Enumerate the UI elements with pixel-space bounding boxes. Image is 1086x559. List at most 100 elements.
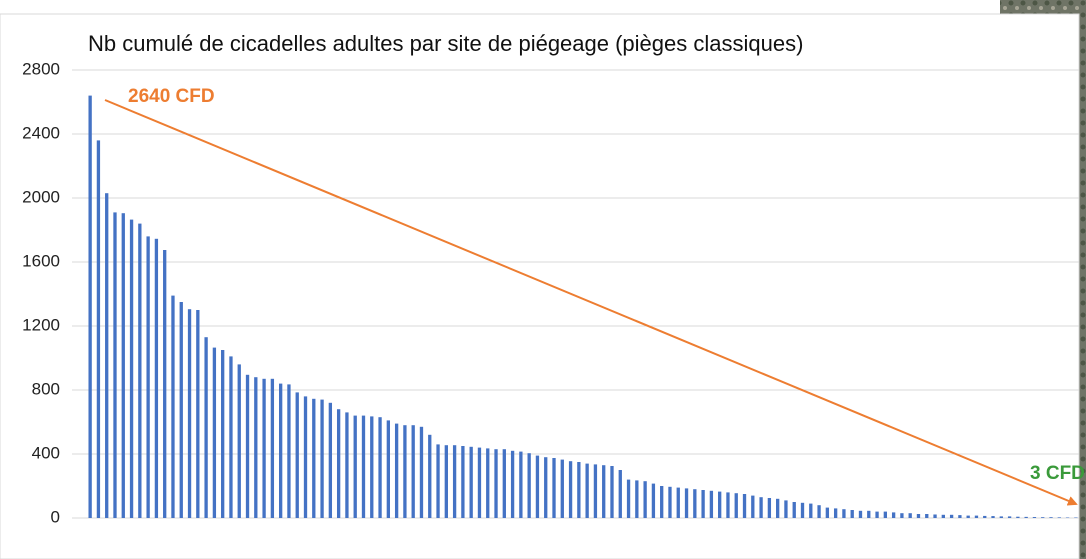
bar bbox=[1000, 516, 1003, 518]
bar bbox=[196, 310, 199, 518]
bar bbox=[304, 396, 307, 518]
bar bbox=[900, 513, 903, 518]
bar bbox=[337, 409, 340, 518]
bar bbox=[536, 456, 539, 518]
bar bbox=[627, 480, 630, 518]
bar bbox=[751, 496, 754, 518]
bar bbox=[635, 480, 638, 518]
bar bbox=[983, 516, 986, 518]
bar bbox=[122, 213, 125, 518]
bar bbox=[395, 424, 398, 518]
bar bbox=[146, 236, 149, 518]
bar bbox=[693, 489, 696, 518]
bar bbox=[453, 445, 456, 518]
bar bbox=[942, 515, 945, 518]
bar bbox=[602, 465, 605, 518]
bar bbox=[1058, 517, 1061, 518]
bar bbox=[768, 498, 771, 518]
bar bbox=[759, 497, 762, 518]
bar bbox=[97, 140, 100, 518]
bar bbox=[420, 427, 423, 518]
bar bbox=[975, 516, 978, 518]
bar bbox=[378, 417, 381, 518]
bar bbox=[105, 193, 108, 518]
annotation: 2640 CFD bbox=[128, 86, 215, 107]
bar bbox=[511, 451, 514, 518]
chart-title: Nb cumulé de cicadelles adultes par site… bbox=[88, 31, 803, 56]
bar bbox=[809, 504, 812, 518]
bar bbox=[354, 416, 357, 518]
bar bbox=[528, 453, 531, 518]
bar bbox=[743, 494, 746, 518]
bar bbox=[577, 462, 580, 518]
y-tick-label: 400 bbox=[32, 443, 60, 462]
bar bbox=[1025, 517, 1028, 518]
bar bbox=[552, 458, 555, 518]
bar bbox=[345, 412, 348, 518]
bar bbox=[362, 416, 365, 518]
bar bbox=[229, 356, 232, 518]
bar bbox=[544, 457, 547, 518]
bar bbox=[619, 470, 622, 518]
bar bbox=[735, 493, 738, 518]
bar bbox=[271, 379, 274, 518]
bar bbox=[950, 515, 953, 518]
bar bbox=[312, 399, 315, 518]
bar bbox=[287, 384, 290, 518]
bar bbox=[130, 220, 133, 518]
annotation: 3 CFD bbox=[1030, 463, 1085, 484]
bar bbox=[113, 212, 116, 518]
bar bbox=[279, 384, 282, 518]
bar bbox=[88, 96, 91, 518]
y-tick-label: 2000 bbox=[22, 187, 60, 206]
bar bbox=[561, 460, 564, 518]
bar bbox=[486, 448, 489, 518]
bar bbox=[254, 377, 257, 518]
bar bbox=[370, 416, 373, 518]
bar bbox=[652, 484, 655, 518]
y-tick-label: 0 bbox=[51, 507, 60, 526]
bar bbox=[710, 491, 713, 518]
bar bbox=[412, 425, 415, 518]
bar bbox=[329, 403, 332, 518]
bar bbox=[262, 379, 265, 518]
bar bbox=[834, 508, 837, 518]
bar bbox=[610, 466, 613, 518]
bar bbox=[967, 516, 970, 518]
bar bbox=[826, 508, 829, 518]
bar bbox=[701, 490, 704, 518]
bar bbox=[246, 375, 249, 518]
bar bbox=[1049, 517, 1052, 518]
bar bbox=[1033, 517, 1036, 518]
bar bbox=[436, 444, 439, 518]
bar bbox=[494, 449, 497, 518]
bar bbox=[776, 499, 779, 518]
y-tick-label: 1600 bbox=[22, 251, 60, 270]
bar bbox=[238, 364, 241, 518]
bar bbox=[1008, 516, 1011, 518]
bar bbox=[204, 337, 207, 518]
bar bbox=[784, 500, 787, 518]
bar bbox=[685, 488, 688, 518]
y-tick-label: 1200 bbox=[22, 315, 60, 334]
bar bbox=[660, 486, 663, 518]
bar bbox=[428, 435, 431, 518]
page: {"chart_data": {"type": "bar", "title": … bbox=[0, 0, 1086, 559]
bar bbox=[213, 348, 216, 518]
bar bbox=[296, 392, 299, 518]
bar bbox=[801, 503, 804, 518]
bar bbox=[817, 505, 820, 518]
bar bbox=[958, 515, 961, 518]
bar bbox=[387, 420, 390, 518]
bar bbox=[793, 502, 796, 518]
bar bbox=[677, 488, 680, 518]
bar bbox=[155, 239, 158, 518]
bar bbox=[461, 446, 464, 518]
bar bbox=[569, 461, 572, 518]
y-tick-label: 800 bbox=[32, 379, 60, 398]
bar bbox=[163, 250, 166, 518]
bar bbox=[875, 512, 878, 518]
bar bbox=[842, 509, 845, 518]
bar bbox=[188, 309, 191, 518]
bar bbox=[594, 464, 597, 518]
